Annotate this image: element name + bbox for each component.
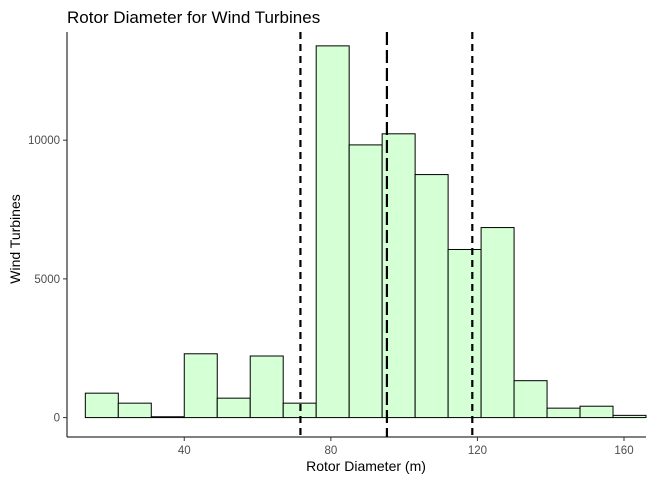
y-tick-label-5000: 5000 xyxy=(34,274,60,286)
x-axis-title: Rotor Diameter (m) xyxy=(306,458,426,474)
histogram-bar-11 xyxy=(447,248,482,419)
histogram-bar-16 xyxy=(612,414,647,419)
histogram-bar-12 xyxy=(480,227,515,419)
reference-lines-group xyxy=(299,32,474,437)
histogram-bar-14 xyxy=(546,407,581,419)
histogram-bar-4 xyxy=(216,397,251,419)
bars-group xyxy=(84,45,647,419)
x-tick-label-160: 160 xyxy=(614,445,633,457)
x-tick-label-80: 80 xyxy=(324,445,337,457)
histogram-bar-0 xyxy=(84,392,119,419)
y-tick-label-0: 0 xyxy=(54,413,60,425)
histogram-bar-5 xyxy=(249,355,284,419)
chart-title: Rotor Diameter for Wind Turbines xyxy=(67,8,320,27)
histogram-bar-1 xyxy=(117,402,152,419)
histogram-bar-3 xyxy=(183,353,218,419)
y-tick-label-10000: 10000 xyxy=(28,135,60,147)
y-axis-title: Wind Turbines xyxy=(7,194,23,283)
histogram-bar-10 xyxy=(414,174,449,419)
histogram-bar-15 xyxy=(579,405,614,419)
x-tick-label-120: 120 xyxy=(468,445,487,457)
histogram-bar-7 xyxy=(315,45,350,419)
y-ticks-group: 0 5000 10000 xyxy=(28,135,67,425)
x-ticks-group: 40 80 120 160 xyxy=(178,437,634,457)
histogram-bar-2 xyxy=(150,416,185,419)
x-tick-label-40: 40 xyxy=(178,445,191,457)
histogram-bar-13 xyxy=(513,380,548,419)
histogram-bar-8 xyxy=(348,144,383,419)
